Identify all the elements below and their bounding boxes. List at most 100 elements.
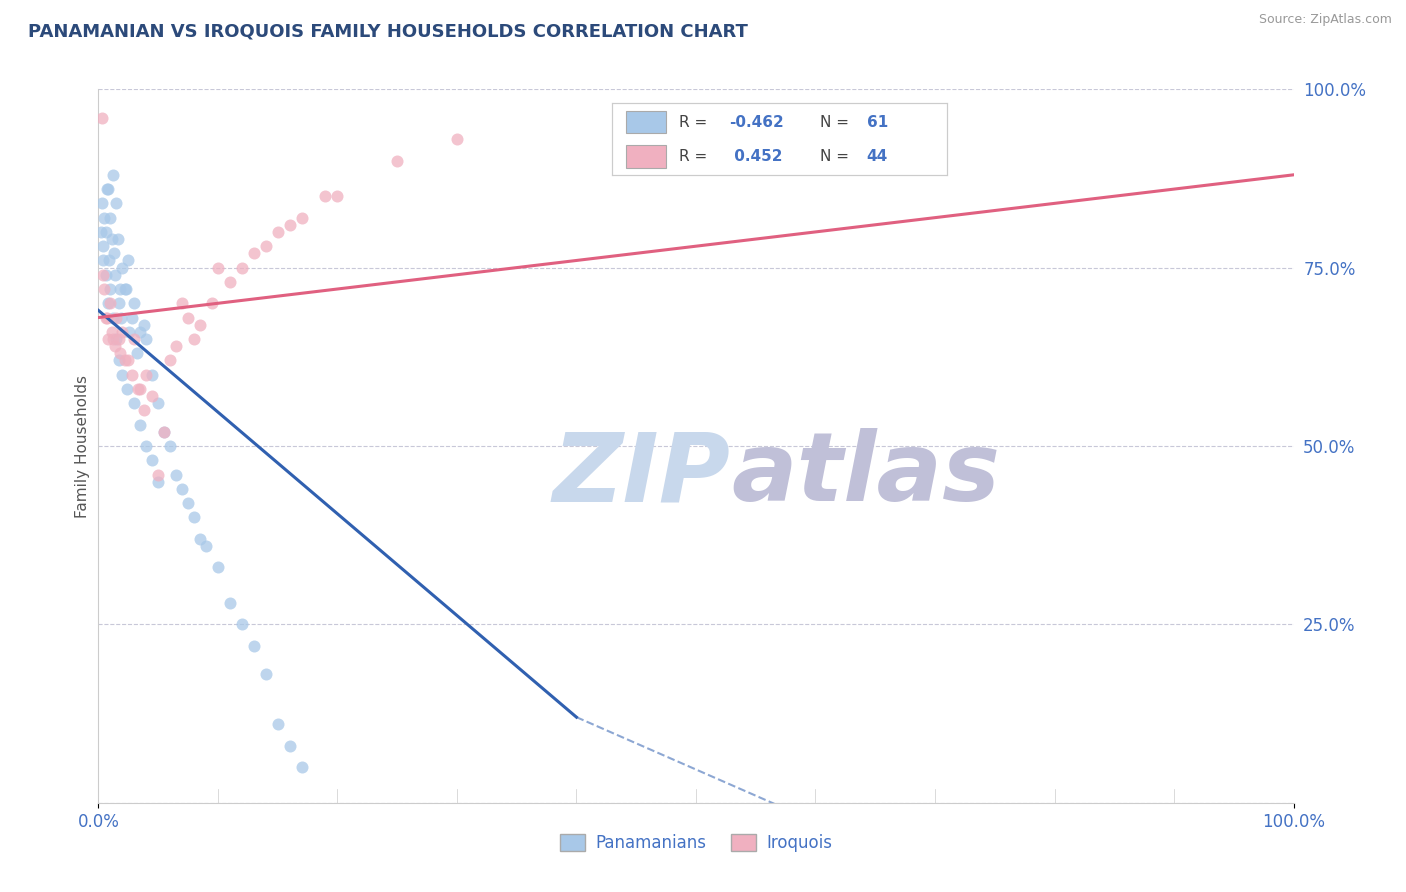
Point: [110, 310, 132, 325]
Text: Source: ZipAtlas.com: Source: ZipAtlas.com: [1258, 13, 1392, 27]
Point: [93, 282, 115, 296]
Point: [141, 368, 163, 382]
Point: [315, 189, 337, 203]
Point: [117, 353, 139, 368]
Point: [132, 403, 155, 417]
Point: [194, 539, 218, 553]
Point: [278, 218, 301, 232]
Point: [98, 296, 122, 310]
Point: [105, 310, 128, 325]
Point: [207, 560, 229, 574]
Point: [96, 310, 118, 325]
Point: [267, 225, 290, 239]
Point: [105, 332, 128, 346]
Point: [105, 196, 128, 211]
Point: [98, 211, 122, 225]
Point: [201, 296, 224, 310]
Y-axis label: Family Households: Family Households: [75, 375, 90, 517]
Point: [165, 339, 187, 353]
Point: [183, 332, 205, 346]
Point: [101, 168, 124, 182]
Point: [124, 296, 146, 310]
Point: [96, 182, 118, 196]
Point: [104, 339, 127, 353]
Point: [243, 246, 266, 260]
Point: [267, 717, 290, 731]
Point: [132, 318, 155, 332]
Point: [153, 425, 176, 439]
Point: [108, 282, 131, 296]
Point: [114, 353, 136, 368]
Point: [100, 325, 122, 339]
Point: [111, 368, 134, 382]
Point: [148, 467, 170, 482]
Point: [254, 667, 277, 681]
Point: [231, 617, 253, 632]
Text: atlas: atlas: [733, 428, 1001, 521]
Point: [108, 346, 131, 360]
Point: [118, 325, 141, 339]
Point: [135, 368, 157, 382]
Point: [172, 482, 194, 496]
Point: [385, 153, 409, 168]
Point: [115, 382, 138, 396]
Point: [101, 310, 124, 325]
Point: [101, 332, 124, 346]
Point: [94, 310, 117, 325]
Point: [148, 396, 170, 410]
Point: [121, 368, 143, 382]
Point: [107, 296, 129, 310]
Point: [141, 453, 163, 467]
Point: [172, 296, 194, 310]
Point: [121, 310, 143, 325]
Point: [141, 389, 163, 403]
Point: [91, 253, 114, 268]
Point: [98, 253, 121, 268]
Point: [91, 196, 114, 211]
Point: [97, 296, 120, 310]
Point: [188, 532, 211, 546]
Point: [135, 439, 157, 453]
Point: [100, 232, 122, 246]
Point: [103, 246, 125, 260]
Point: [90, 225, 112, 239]
Point: [97, 332, 120, 346]
Point: [219, 596, 242, 610]
Point: [254, 239, 277, 253]
Point: [107, 232, 129, 246]
Point: [124, 396, 146, 410]
Point: [93, 211, 115, 225]
Point: [165, 467, 187, 482]
Legend: Panamanians, Iroquois: Panamanians, Iroquois: [554, 827, 838, 859]
Point: [94, 225, 117, 239]
Point: [153, 425, 176, 439]
Point: [97, 182, 120, 196]
Text: ZIP: ZIP: [553, 428, 731, 521]
Point: [148, 475, 170, 489]
Point: [183, 510, 205, 524]
Point: [135, 332, 157, 346]
Point: [107, 353, 129, 368]
Point: [243, 639, 266, 653]
Point: [159, 439, 181, 453]
Text: PANAMANIAN VS IROQUOIS FAMILY HOUSEHOLDS CORRELATION CHART: PANAMANIAN VS IROQUOIS FAMILY HOUSEHOLDS…: [28, 22, 748, 40]
Point: [290, 211, 312, 225]
Point: [207, 260, 229, 275]
Point: [117, 253, 139, 268]
Point: [188, 318, 211, 332]
Point: [129, 417, 152, 432]
Point: [104, 268, 127, 282]
Point: [326, 189, 349, 203]
Point: [159, 353, 181, 368]
Point: [177, 310, 200, 325]
Point: [290, 760, 312, 774]
Point: [219, 275, 242, 289]
Point: [124, 332, 146, 346]
Point: [278, 739, 301, 753]
Point: [231, 260, 253, 275]
Point: [177, 496, 200, 510]
Point: [91, 268, 114, 282]
Point: [107, 332, 129, 346]
Point: [125, 346, 148, 360]
Point: [129, 382, 152, 396]
